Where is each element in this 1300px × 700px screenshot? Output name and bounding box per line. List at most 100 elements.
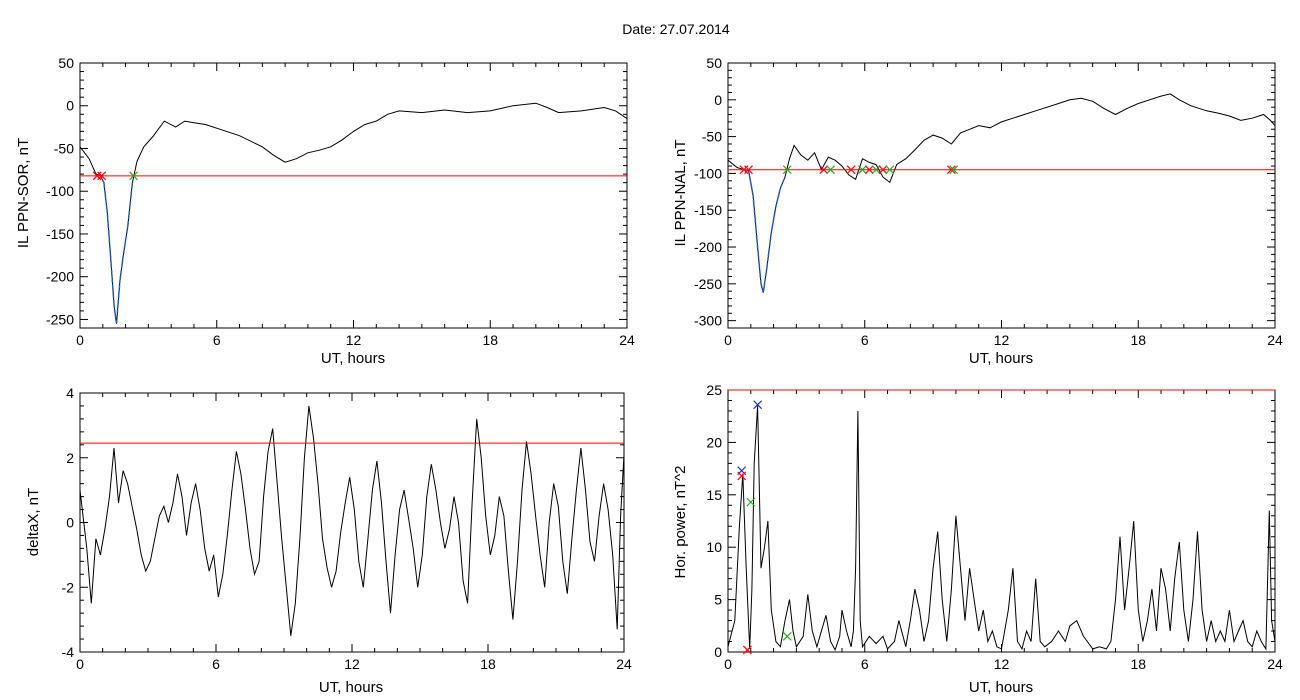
p1-xtick-label: 18 xyxy=(482,332,498,348)
p4-xtick-label: 24 xyxy=(1267,656,1283,672)
p2-marker xyxy=(946,165,956,175)
p2-ytick-label: 50 xyxy=(706,55,722,71)
p4-ytick-label: 15 xyxy=(706,487,722,503)
p3-ylabel: deltaX, nT xyxy=(25,488,42,556)
p2-marker-stroke xyxy=(885,165,895,175)
p2-marker xyxy=(846,165,856,175)
p2-series-line xyxy=(728,93,1275,293)
p2-marker-stroke xyxy=(744,165,753,175)
p4-ytick-label: 25 xyxy=(706,382,722,398)
p2-xtick-label: 24 xyxy=(1267,332,1283,348)
p2-marker-stroke xyxy=(878,165,888,175)
p1-xtick-label: 6 xyxy=(213,332,221,348)
p2-marker xyxy=(819,165,829,175)
p1-ytick-label: -150 xyxy=(46,226,74,242)
p1-ytick-label: -100 xyxy=(46,183,74,199)
p3-ytick-label: -2 xyxy=(62,579,75,595)
p4-ytick-label: 5 xyxy=(714,592,722,608)
p2-marker xyxy=(871,165,881,175)
p3-xtick-label: 24 xyxy=(616,656,632,672)
p2-ytick-label: 0 xyxy=(714,92,722,108)
p4-marker xyxy=(753,400,763,410)
p3-xlabel: UT, hours xyxy=(319,679,383,696)
p1-xtick-label: 12 xyxy=(346,332,362,348)
p1-xtick-label: 24 xyxy=(619,332,635,348)
p2-marker xyxy=(826,165,835,175)
p3-xtick-label: 6 xyxy=(212,656,220,672)
p4-series-line xyxy=(728,405,1275,652)
p4-marker xyxy=(742,645,752,655)
p2-marker-stroke xyxy=(946,165,956,175)
p2-frame xyxy=(727,62,1276,329)
p1-marker xyxy=(129,171,138,181)
p1-xlabel: UT, hours xyxy=(321,350,385,367)
p2-marker xyxy=(949,165,959,175)
p2-marker xyxy=(782,165,792,175)
panel-deltax: deltaX, nT UT, hours xyxy=(25,488,383,696)
figure-title: Date: 27.07.2014 xyxy=(622,21,730,37)
p2-xtick-label: 6 xyxy=(861,332,869,348)
p2-marker-stroke xyxy=(871,165,881,175)
p1-marker-stroke xyxy=(129,171,138,181)
p2-xtick-label: 12 xyxy=(994,332,1010,348)
p3-ytick-label: 4 xyxy=(66,385,74,401)
p2-ytick-label: -300 xyxy=(694,313,722,329)
p1-ytick-label: -50 xyxy=(54,140,74,156)
p1-ytick-label: -200 xyxy=(46,269,74,285)
p4-marker xyxy=(782,631,792,641)
p2-xlabel: UT, hours xyxy=(969,350,1033,367)
p2-plot: 0 6 12 18 24 50 0 -50 -100 -150 -200 -250 -300 xyxy=(694,55,1283,348)
p2-ylabel: IL PPN-NAL, nT xyxy=(672,140,689,247)
p2-marker-stroke xyxy=(826,165,835,175)
panel-hor-power: Hor. power, nT^2 UT, hours xyxy=(672,466,1033,696)
p3-series-line xyxy=(80,405,624,636)
p3-xtick-label: 12 xyxy=(344,656,360,672)
p1-frame xyxy=(79,62,628,329)
p1-marker-stroke xyxy=(97,171,107,181)
p4-xlabel: UT, hours xyxy=(969,679,1033,696)
p4-plot: 0 6 12 18 24 25 20 15 10 5 0 xyxy=(706,382,1283,672)
p4-xtick-label: 12 xyxy=(994,656,1010,672)
p2-ytick-label: -150 xyxy=(694,202,722,218)
p2-ytick-label: -250 xyxy=(694,276,722,292)
p4-ytick-label: 10 xyxy=(706,539,722,555)
p4-ylabel: Hor. power, nT^2 xyxy=(672,466,689,579)
p1-ylabel: IL PPN-SOR, nT xyxy=(15,138,32,248)
p2-ytick-label: -200 xyxy=(694,239,722,255)
p3-xtick-label: 18 xyxy=(480,656,496,672)
p4-marker-stroke xyxy=(753,400,763,410)
p1-marker xyxy=(97,171,107,181)
p1-highlight-segment xyxy=(99,175,134,324)
p4-ytick-label: 0 xyxy=(714,644,722,660)
p1-xtick-label: 0 xyxy=(76,332,84,348)
p2-marker-stroke xyxy=(846,165,856,175)
p2-marker-stroke xyxy=(782,165,792,175)
panel-il-ppn-sor: IL PPN-SOR, nT UT, hours xyxy=(15,138,385,367)
p4-marker xyxy=(746,497,756,507)
p2-marker xyxy=(858,165,867,175)
p4-xtick-label: 0 xyxy=(724,656,732,672)
p2-xtick-label: 18 xyxy=(1130,332,1146,348)
p2-marker xyxy=(878,165,888,175)
p2-ytick-label: -50 xyxy=(702,129,722,145)
p3-ytick-label: 0 xyxy=(66,515,74,531)
p3-xtick-label: 0 xyxy=(76,656,84,672)
p1-plot: 0 6 12 18 24 50 0 -50 -100 -150 -200 -250 xyxy=(46,55,635,348)
p4-marker-stroke xyxy=(742,645,752,655)
panel-il-ppn-nal: IL PPN-NAL, nT UT, hours xyxy=(672,140,1033,367)
p2-marker-stroke xyxy=(949,165,959,175)
p2-marker xyxy=(744,165,753,175)
p2-marker-stroke xyxy=(858,165,867,175)
p1-ytick-label: -250 xyxy=(46,311,74,327)
p2-marker xyxy=(885,165,895,175)
p3-ytick-label: -4 xyxy=(62,644,75,660)
p4-marker xyxy=(737,471,747,481)
p1-ytick-label: 0 xyxy=(66,98,74,114)
p2-highlight-segment xyxy=(747,170,786,293)
p3-frame xyxy=(79,392,625,653)
p2-marker xyxy=(864,165,874,175)
p2-marker-stroke xyxy=(819,165,829,175)
p2-ytick-label: -100 xyxy=(694,165,722,181)
p3-ytick-label: 2 xyxy=(66,450,74,466)
